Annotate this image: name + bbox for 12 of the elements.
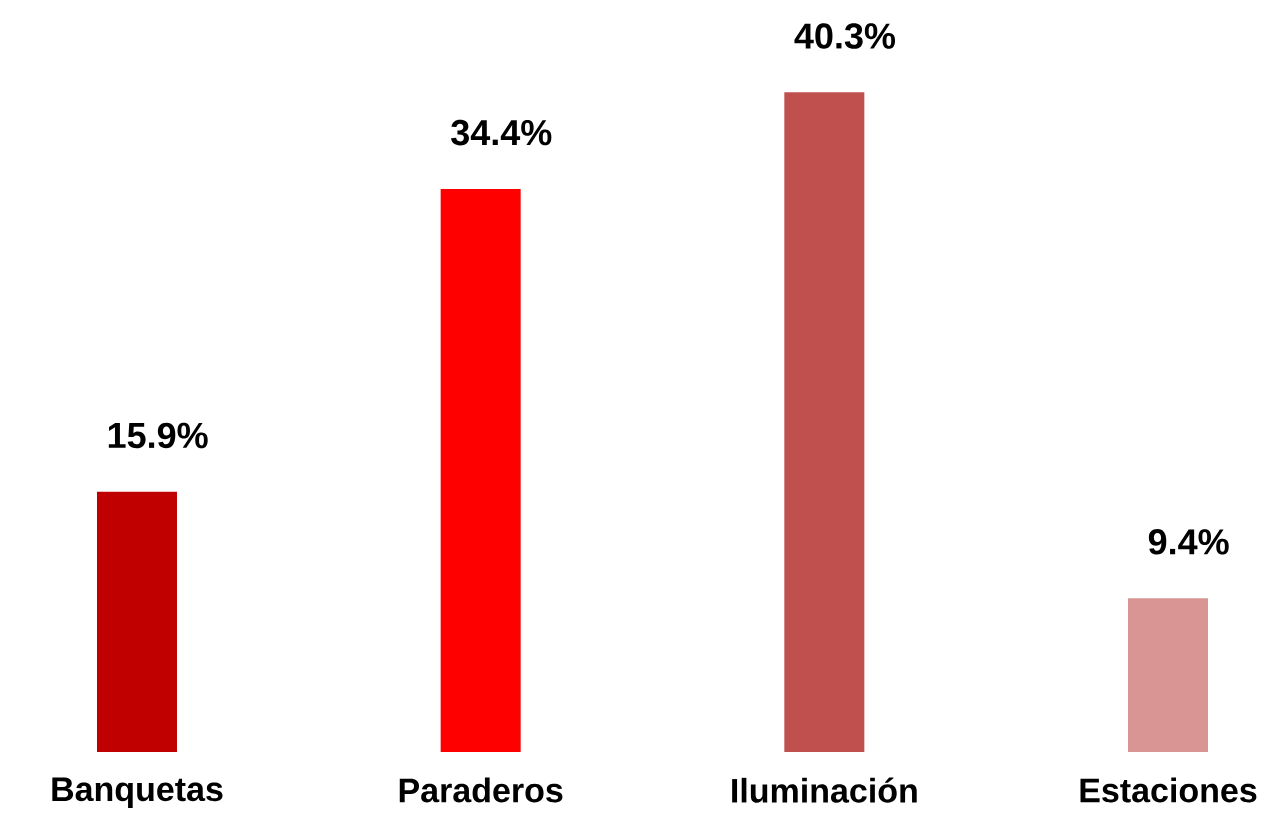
bar: [1128, 598, 1208, 752]
bar: [440, 188, 521, 752]
data-label: 9.4%: [1148, 529, 1229, 555]
data-label: 40.3%: [794, 23, 896, 49]
data-label: 15.9%: [108, 422, 208, 449]
bar: [784, 92, 865, 752]
bar: [96, 491, 177, 752]
x-tick-label: Iluminación: [732, 777, 917, 803]
data-label: 34.4%: [451, 119, 552, 146]
x-tick-label: Banquetas: [52, 777, 223, 808]
x-tick-label: Estaciones: [1080, 777, 1257, 803]
x-tick-label: Paraderos: [399, 777, 563, 803]
